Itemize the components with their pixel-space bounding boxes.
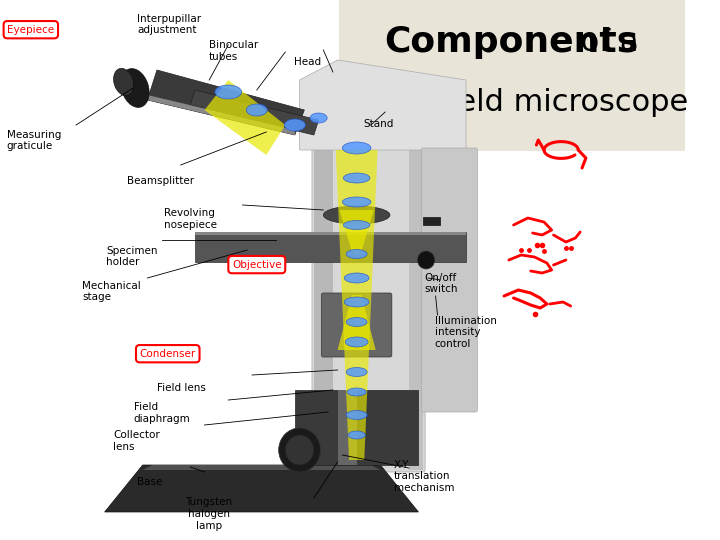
Ellipse shape xyxy=(323,206,390,224)
Text: Measuring
graticule: Measuring graticule xyxy=(7,130,61,151)
Ellipse shape xyxy=(344,273,369,283)
Ellipse shape xyxy=(347,388,366,396)
Ellipse shape xyxy=(346,410,367,420)
Text: Specimen
holder: Specimen holder xyxy=(106,246,158,267)
Polygon shape xyxy=(300,60,466,150)
Text: Stand: Stand xyxy=(363,119,393,129)
Ellipse shape xyxy=(114,69,134,96)
Ellipse shape xyxy=(343,173,370,183)
Ellipse shape xyxy=(345,337,368,347)
Polygon shape xyxy=(204,80,285,155)
Text: On/off
switch: On/off switch xyxy=(425,273,458,294)
Bar xyxy=(409,90,423,470)
Polygon shape xyxy=(195,232,466,262)
Text: Illumination
intensity
control: Illumination intensity control xyxy=(435,315,497,349)
Ellipse shape xyxy=(344,297,369,307)
Text: Base: Base xyxy=(137,477,162,487)
Text: Head: Head xyxy=(294,57,322,67)
Text: Tungsten
halogen
lamp: Tungsten halogen lamp xyxy=(185,497,233,531)
Text: Eyepiece: Eyepiece xyxy=(7,25,55,35)
Text: Objective: Objective xyxy=(232,260,282,269)
Polygon shape xyxy=(336,150,377,460)
Text: Condenser: Condenser xyxy=(140,349,196,359)
Ellipse shape xyxy=(215,85,242,99)
Polygon shape xyxy=(143,465,380,470)
FancyBboxPatch shape xyxy=(321,293,392,357)
Polygon shape xyxy=(148,70,305,135)
Bar xyxy=(338,390,356,465)
Polygon shape xyxy=(294,390,418,465)
Ellipse shape xyxy=(343,142,371,154)
Text: Collector
lens: Collector lens xyxy=(113,430,160,452)
Ellipse shape xyxy=(346,318,367,327)
Ellipse shape xyxy=(346,249,367,259)
Bar xyxy=(339,0,685,151)
Polygon shape xyxy=(104,465,418,512)
Ellipse shape xyxy=(346,368,367,376)
Ellipse shape xyxy=(348,431,365,439)
Text: bright-field microscope: bright-field microscope xyxy=(336,89,688,117)
Text: Beamsplitter: Beamsplitter xyxy=(127,176,194,186)
Text: X-Y
translation
mechanism: X-Y translation mechanism xyxy=(394,460,454,493)
Ellipse shape xyxy=(284,119,305,131)
Text: Revolving
nosepiece: Revolving nosepiece xyxy=(164,208,217,230)
Bar xyxy=(423,217,441,225)
Polygon shape xyxy=(338,295,376,350)
Ellipse shape xyxy=(343,220,370,230)
Text: Mechanical
stage: Mechanical stage xyxy=(82,281,141,302)
Text: of a: of a xyxy=(571,28,639,57)
Text: Field
diaphragm: Field diaphragm xyxy=(133,402,190,424)
Ellipse shape xyxy=(246,104,267,116)
Text: Interpupillar
adjustment: Interpupillar adjustment xyxy=(137,14,201,35)
Ellipse shape xyxy=(310,113,327,123)
Text: Binocular
tubes: Binocular tubes xyxy=(209,40,258,62)
Polygon shape xyxy=(190,90,319,135)
Text: Field lens: Field lens xyxy=(158,383,207,393)
FancyBboxPatch shape xyxy=(312,88,425,472)
Circle shape xyxy=(418,251,435,269)
Ellipse shape xyxy=(343,197,371,207)
Ellipse shape xyxy=(121,69,149,107)
Circle shape xyxy=(285,435,314,465)
Polygon shape xyxy=(148,95,294,135)
Text: Components: Components xyxy=(384,25,639,59)
Polygon shape xyxy=(195,232,466,235)
Polygon shape xyxy=(340,210,374,255)
FancyBboxPatch shape xyxy=(421,148,477,412)
Circle shape xyxy=(279,428,320,472)
Bar xyxy=(314,90,333,470)
